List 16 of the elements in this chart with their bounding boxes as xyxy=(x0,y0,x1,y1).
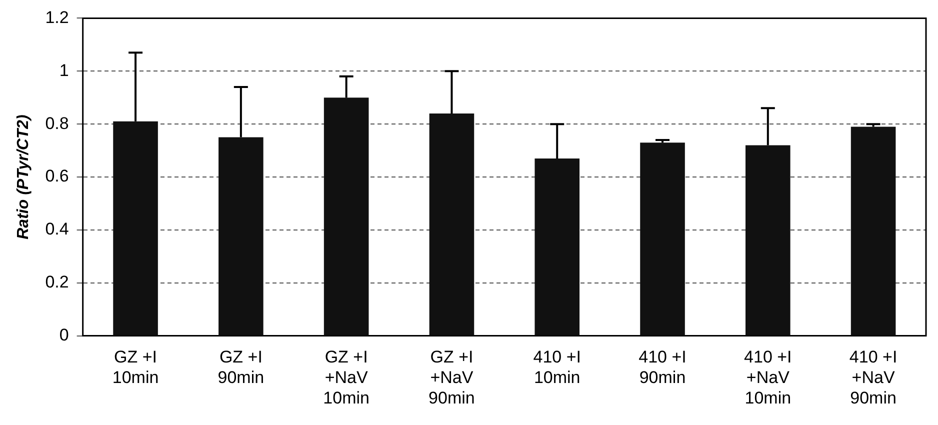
x-tick-label: 410 +I 10min xyxy=(533,348,581,388)
x-tick-label: GZ +I +NaV 10min xyxy=(323,348,370,408)
y-axis-title: Ratio (PTyr/CT2) xyxy=(15,114,32,240)
y-tick-label: 0.2 xyxy=(45,272,69,292)
y-tick-label: 0.8 xyxy=(45,114,69,133)
x-tick-label: GZ +I 90min xyxy=(218,348,264,388)
y-tick-label: 0.6 xyxy=(45,166,69,186)
y-tick-label: 0.4 xyxy=(45,220,69,239)
x-tick-label: GZ +I 10min xyxy=(112,348,159,388)
x-tick-label: 410 +I +NaV 90min xyxy=(849,348,898,408)
y-tick-label: 1 xyxy=(59,60,69,80)
y-tick-label: 1.2 xyxy=(45,8,69,27)
x-tick-label: 410 +I +NaV 10min xyxy=(744,348,792,408)
x-tick-label: 410 +I 90min xyxy=(638,348,686,388)
x-tick-label: GZ +I +NaV 90min xyxy=(428,348,475,408)
y-tick-label: 0 xyxy=(59,325,69,344)
